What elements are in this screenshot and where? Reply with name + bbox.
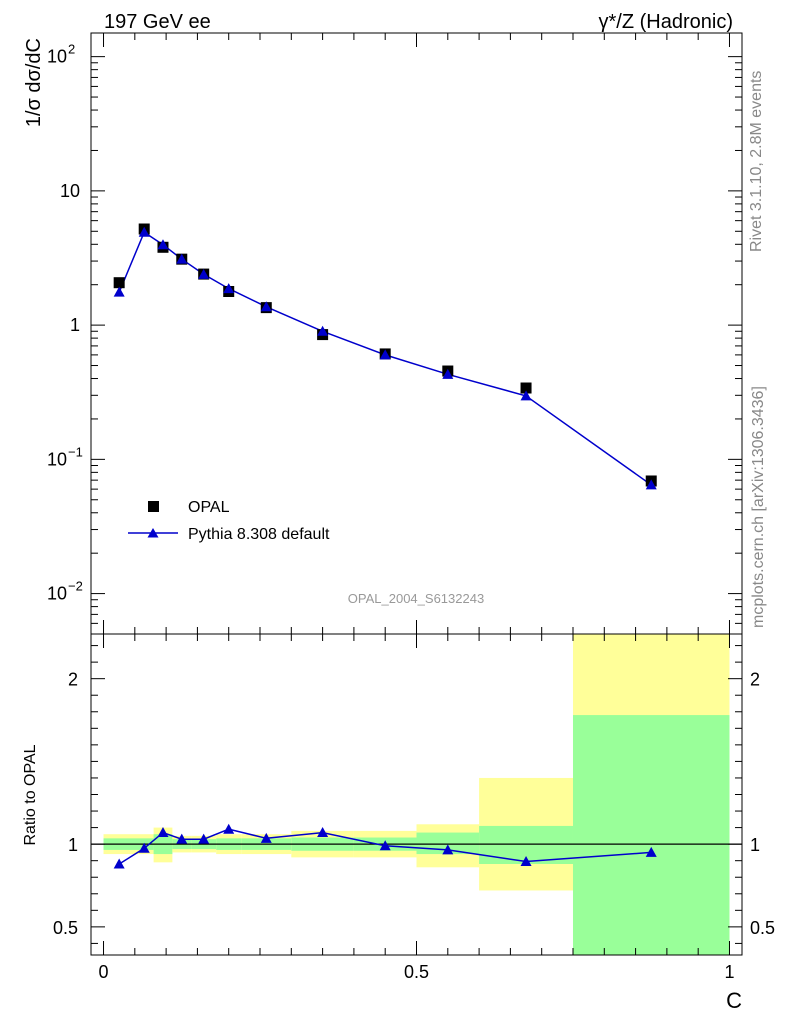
x-axis-label: C — [726, 988, 742, 1013]
ratio-mc-point — [138, 842, 150, 853]
ratio-mc-point — [260, 832, 272, 843]
main-plot-frame — [90, 32, 743, 635]
ratio-mc-point — [113, 858, 125, 869]
analysis-watermark: OPAL_2004_S6132243 — [348, 591, 484, 606]
energy-label: 197 GeV ee — [104, 11, 211, 33]
mc-point — [138, 226, 150, 237]
y-tick-exponent: −2 — [68, 579, 83, 594]
ratio-plot-axes: 0.5 0.5 1 1 2 2 0 0.5 1 — [53, 633, 775, 982]
legend-opal-marker — [148, 501, 159, 512]
ratio-mc-point — [317, 827, 329, 838]
x-tick-label: 1 — [724, 962, 734, 982]
ratio-uncertainty-bands — [103, 634, 730, 955]
ratio-y-tick-label-left: 0.5 — [53, 918, 78, 938]
data-point — [520, 382, 532, 394]
legend-pythia-label: Pythia 8.308 default — [188, 526, 330, 543]
mc-point — [176, 253, 188, 264]
ratio-mc-point — [176, 833, 188, 844]
source-label: mcplots.cern.ch [arXiv:1306.3436] — [750, 386, 767, 628]
legend-opal-label: OPAL — [188, 499, 230, 516]
y-tick-label: 10 — [47, 47, 67, 67]
ratio-mc-point — [645, 846, 657, 857]
process-label: γ*/Z (Hadronic) — [599, 11, 733, 33]
ratio-mc-point — [442, 844, 454, 855]
mc-point — [198, 268, 210, 279]
mc-point — [317, 325, 329, 336]
mc-point — [113, 286, 125, 297]
ratio-mc-point — [520, 856, 532, 867]
y-axis-label: 1/σ dσ/dC — [23, 38, 45, 127]
mc-point — [379, 349, 391, 360]
ratio-mc-point — [223, 823, 235, 834]
legend-pythia-marker — [147, 528, 159, 538]
mc-point — [223, 283, 235, 294]
x-tick-label: 0 — [99, 962, 109, 982]
y-tick-label: 1 — [70, 315, 80, 335]
mc-point — [260, 301, 272, 312]
y-tick-label: 10 — [60, 181, 80, 201]
mc-point — [157, 239, 169, 250]
y-tick-label: 10 — [47, 584, 67, 604]
rivet-label: Rivet 3.1.10, 2.8M events — [748, 71, 765, 252]
y-tick-label: 10 — [47, 449, 67, 469]
y-tick-exponent: −1 — [68, 444, 83, 459]
ratio-mc-point — [379, 840, 391, 851]
ratio-y-tick-label-right: 0.5 — [750, 918, 775, 938]
ratio-mc-point — [198, 833, 210, 844]
mc-point — [520, 390, 532, 401]
band-inner — [572, 715, 730, 955]
data-point — [113, 277, 125, 289]
ratio-y-tick-label-left: 2 — [68, 670, 78, 690]
ratio-y-tick-label-right: 2 — [750, 670, 760, 690]
ratio-y-tick-label-left: 1 — [68, 835, 78, 855]
ratio-plot-series — [113, 823, 657, 869]
legend: OPAL Pythia 8.308 default — [128, 499, 330, 543]
ratio-mc-point — [157, 827, 169, 838]
main-plot-series — [113, 223, 657, 490]
ratio-y-axis-label: Ratio to OPAL — [22, 744, 39, 845]
mc-point — [442, 368, 454, 379]
y-tick-exponent: 2 — [68, 42, 75, 57]
x-tick-label: 0.5 — [404, 962, 429, 982]
mc-point — [645, 479, 657, 490]
ratio-y-tick-label-right: 1 — [750, 835, 760, 855]
